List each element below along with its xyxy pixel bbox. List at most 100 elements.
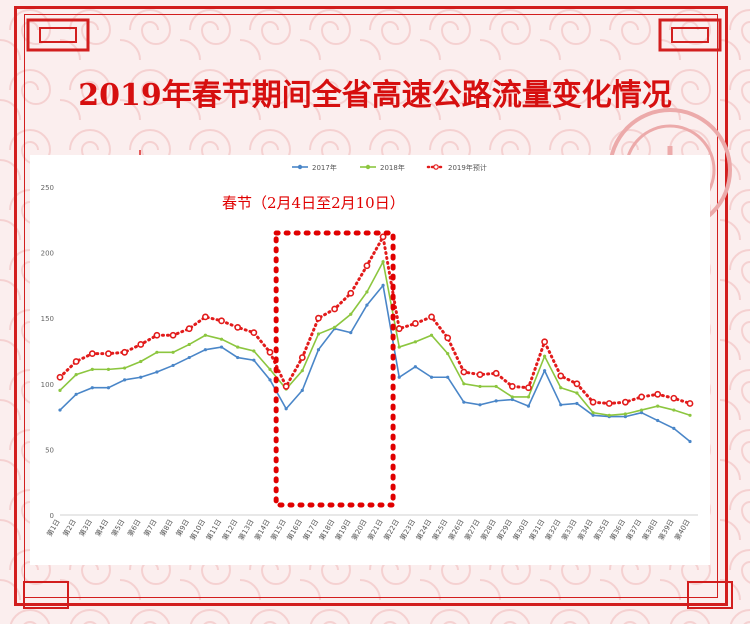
corner-knot-top-left-icon: [26, 18, 90, 52]
legend-item-1: 2018年: [360, 163, 405, 172]
series-point-2-9: [201, 313, 209, 321]
series-point-2-19: [363, 262, 371, 270]
legend-item-0: 2017年: [292, 163, 337, 172]
series-point-0-11: [236, 355, 240, 360]
series-point-2-1: [72, 358, 80, 365]
series-point-2-22: [411, 320, 419, 327]
series-point-2-8: [185, 325, 193, 333]
series-point-2-15: [298, 354, 306, 361]
series-point-2-36: [638, 393, 645, 401]
series-point-1-16: [316, 332, 321, 336]
series-point-2-18: [347, 289, 355, 297]
series-point-0-37: [656, 418, 660, 423]
series-point-2-38: [670, 394, 678, 402]
series-point-1-20: [381, 260, 385, 264]
y-tick-label-5: 250: [41, 184, 54, 192]
x-tick-label-4: 第5日: [109, 518, 126, 538]
chart-legend: 2017年 2018年 2019年预计: [292, 163, 487, 172]
decorative-frame-inner: [24, 14, 718, 598]
series-point-2-12: [250, 329, 258, 337]
corner-knot-bottom-right-icon: [687, 581, 733, 609]
series-point-2-35: [621, 398, 629, 406]
x-tick-label-8: 第9日: [174, 518, 191, 538]
legend-label-0: 2017年: [312, 163, 337, 172]
series-point-2-2: [88, 350, 96, 358]
series-point-0-39: [688, 439, 692, 444]
series-point-0-36: [639, 411, 644, 415]
series-point-2-28: [508, 383, 516, 390]
series-point-2-33: [589, 398, 597, 406]
series-point-1-31: [559, 386, 563, 390]
series-point-2-21: [395, 325, 403, 333]
y-tick-label-0: 0: [50, 512, 54, 520]
series-point-1-12: [252, 349, 256, 353]
series-point-2-17: [331, 305, 339, 313]
series-point-0-25: [462, 400, 466, 404]
series-point-1-29: [526, 395, 531, 399]
series-point-0-29: [526, 404, 531, 408]
legend-item-2: 2019年预计: [426, 163, 487, 172]
series-point-2-3: [105, 350, 112, 358]
series-point-0-6: [155, 370, 159, 374]
series-point-0-33: [591, 413, 595, 417]
series-point-0-32: [575, 401, 579, 406]
series-point-2-7: [169, 331, 177, 339]
series-point-0-2: [90, 386, 94, 390]
x-tick-label-0: 第1日: [45, 518, 62, 538]
corner-knot-bottom-left-icon: [23, 581, 69, 609]
series-point-0-3: [106, 386, 111, 390]
series-point-1-5: [139, 359, 143, 364]
series-point-2-32: [573, 380, 581, 388]
series-point-2-24: [444, 334, 452, 342]
x-tick-label-39: 第40日: [672, 518, 691, 542]
series-point-1-19: [365, 290, 369, 294]
series-point-1-1: [74, 373, 78, 377]
series-point-0-4: [123, 378, 127, 382]
series-point-2-25: [460, 368, 468, 376]
x-tick-label-5: 第6日: [125, 518, 142, 538]
line-chart: 2017年 2018年 2019年预计 0 50 100 150 200 250 第1日 第2日…: [41, 163, 698, 542]
series-point-0-16: [316, 348, 321, 352]
series-point-1-0: [58, 388, 62, 392]
series-point-1-2: [90, 367, 94, 371]
x-tick-label-2: 第3日: [77, 518, 94, 538]
series-point-2-0: [56, 373, 64, 381]
series-point-0-19: [365, 303, 369, 307]
x-tick-label-6: 第7日: [142, 518, 159, 538]
series-point-1-8: [187, 342, 191, 347]
series-point-2-26: [476, 371, 484, 379]
series-point-1-36: [639, 408, 644, 412]
series-point-2-4: [121, 348, 129, 356]
y-tick-label-2: 100: [41, 381, 54, 389]
series-point-2-11: [234, 323, 242, 331]
series-point-0-27: [494, 399, 498, 403]
series-point-1-22: [413, 340, 417, 344]
series-point-1-9: [203, 333, 207, 337]
corner-knot-top-right-icon: [658, 18, 722, 52]
series-point-2-5: [137, 341, 145, 348]
series-point-1-37: [656, 404, 660, 408]
series-point-2-31: [557, 372, 565, 380]
series-point-1-6: [155, 350, 159, 354]
spring-festival-highlight-box: [273, 230, 396, 508]
x-axis: 第1日 第2日 第3日 第4日 第5日 第6日 第7日 第8日 第9日第10日第11日第12日第…: [45, 518, 692, 542]
series-point-0-24: [446, 375, 450, 379]
series-point-0-1: [74, 392, 78, 396]
series-point-0-12: [252, 358, 256, 362]
x-tick-label-1: 第2日: [61, 518, 78, 538]
series-point-0-22: [413, 365, 417, 369]
series-point-1-11: [236, 345, 240, 349]
y-tick-label-1: 50: [45, 446, 54, 454]
series-group: [56, 232, 694, 444]
series-point-0-23: [429, 375, 434, 379]
series-point-1-3: [106, 367, 111, 371]
series-point-2-39: [686, 400, 694, 407]
series-line-1: [59, 259, 691, 417]
series-point-1-15: [300, 369, 304, 373]
series-point-1-10: [219, 337, 224, 341]
series-point-0-9: [203, 348, 207, 352]
series-point-2-27: [492, 369, 500, 377]
series-point-0-8: [187, 355, 191, 360]
series-point-0-7: [171, 363, 175, 368]
